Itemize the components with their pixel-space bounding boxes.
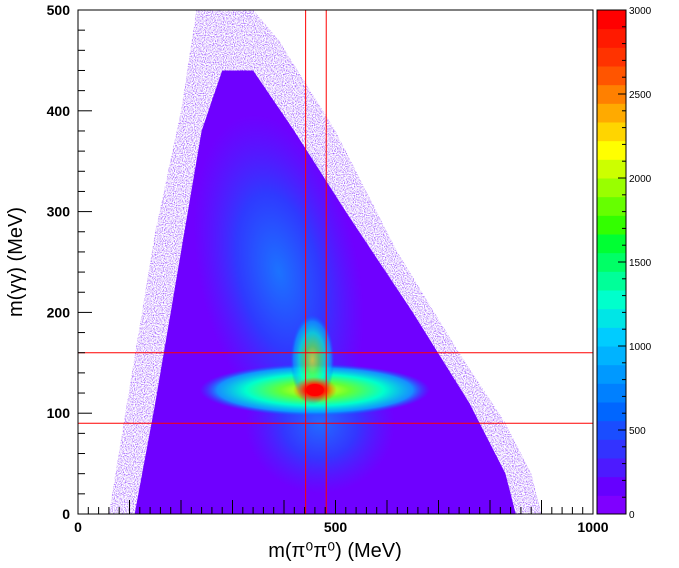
colorbar-segment: [597, 402, 626, 422]
colorbar-segment: [597, 458, 626, 478]
colorbar-segment: [597, 215, 626, 235]
colorbar-segment: [597, 140, 626, 160]
y-tick-label: 300: [47, 204, 71, 220]
x-tick-label: 500: [324, 519, 348, 535]
colorbar-segment: [597, 439, 626, 459]
colorbar-segment: [597, 159, 626, 179]
y-axis-label: m(γγ) (MeV): [5, 207, 27, 317]
colorbar-segment: [597, 252, 626, 272]
colorbar-segment: [597, 10, 626, 30]
y-tick-label: 0: [62, 506, 70, 522]
colorbar-segment: [597, 308, 626, 328]
colorbar-segment: [597, 47, 626, 67]
x-tick-label: 0: [74, 519, 82, 535]
colorbar-segment: [597, 271, 626, 291]
y-tick-label: 500: [47, 2, 71, 18]
y-tick-label: 100: [47, 405, 71, 421]
colorbar-segment: [597, 290, 626, 310]
colorbar-segment: [597, 28, 626, 48]
colorbar-segment: [597, 495, 626, 515]
colorbar-segment: [597, 178, 626, 198]
colorbar-segment: [597, 383, 626, 403]
colorbar-tick-label: 500: [629, 426, 646, 437]
colorbar-segment: [597, 196, 626, 216]
x-tick-label: 1000: [577, 519, 608, 535]
colorbar-segment: [597, 420, 626, 440]
colorbar-tick-label: 2500: [629, 90, 652, 101]
colorbar-tick-label: 1500: [629, 258, 652, 269]
density-map: [108, 10, 542, 514]
colorbar-segment: [597, 103, 626, 123]
colorbar-tick-label: 2000: [629, 174, 652, 185]
colorbar-segment: [597, 234, 626, 254]
cut-lines: [78, 10, 593, 514]
y-tick-label: 200: [47, 304, 71, 320]
colorbar: 0 500 1000 1500 2000 2500 3000: [596, 6, 652, 521]
colorbar-segment: [597, 122, 626, 142]
colorbar-segment: [597, 66, 626, 86]
colorbar-tick-label: 3000: [629, 6, 652, 17]
density-peak-core: [305, 384, 324, 397]
colorbar-tick-label: 0: [629, 510, 635, 521]
colorbar-segment: [597, 364, 626, 384]
colorbar-segment: [597, 476, 626, 496]
x-axis: 0 500 1000: [74, 500, 609, 535]
y-tick-label: 400: [47, 103, 71, 119]
colorbar-tick-label: 1000: [629, 342, 652, 353]
colorbar-segment: [597, 327, 626, 347]
y-axis: 0 100 200 300 400 500: [47, 2, 92, 522]
x-axis-label: m(π⁰π⁰) (MeV): [268, 540, 402, 562]
colorbar-segment: [597, 84, 626, 104]
colorbar-segment: [597, 346, 626, 366]
